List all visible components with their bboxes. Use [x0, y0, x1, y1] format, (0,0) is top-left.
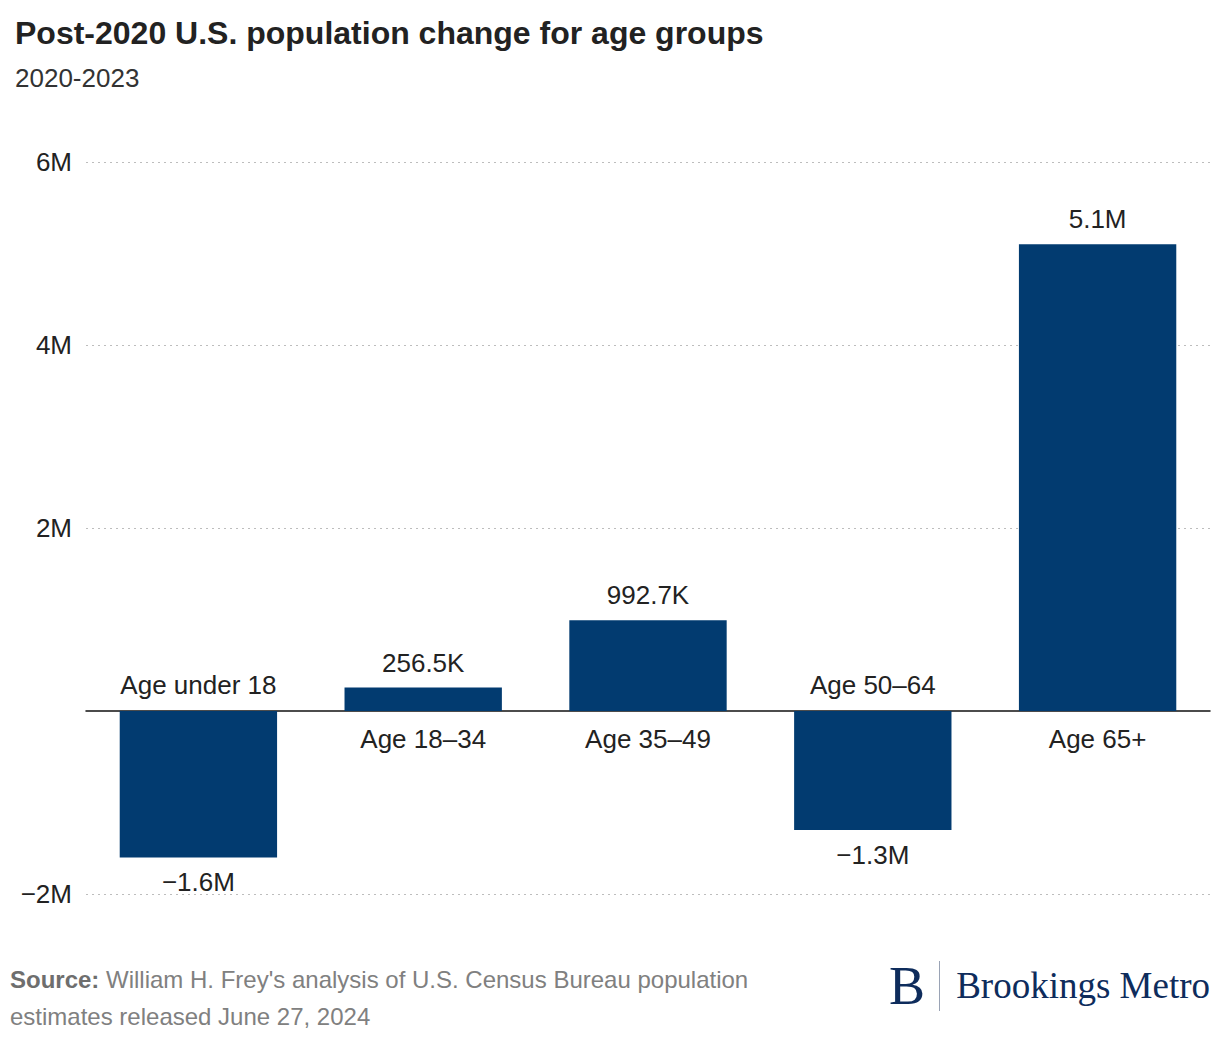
svg-text:2M: 2M	[36, 513, 72, 543]
html-text:Brookings Metro: Brookings Metro	[956, 965, 1210, 1006]
svg-text:−1.6M: −1.6M	[162, 867, 235, 897]
svg-text:Age 35–49: Age 35–49	[585, 724, 711, 754]
svg-text:Post-2020 U.S. population chan: Post-2020 U.S. population change for age…	[15, 15, 764, 51]
svg-text:−2M: −2M	[21, 879, 72, 909]
svg-text:5.1M: 5.1M	[1069, 204, 1127, 234]
svg-text:4M: 4M	[36, 330, 72, 360]
svg-text:992.7K: 992.7K	[607, 580, 690, 610]
svg-text:Age under 18: Age under 18	[120, 670, 276, 700]
svg-text:2020-2023: 2020-2023	[15, 63, 139, 93]
html-text:Source: William H. Frey's anal: Source: William H. Frey's analysis of U.…	[10, 966, 749, 1030]
svg-text:Age 50–64: Age 50–64	[810, 670, 936, 700]
svg-text:−1.3M: −1.3M	[836, 840, 909, 870]
svg-text:256.5K: 256.5K	[382, 648, 465, 678]
svg-text:Age 65+: Age 65+	[1049, 724, 1147, 754]
html-text:B: B	[889, 956, 926, 1016]
svg-text:Age 18–34: Age 18–34	[360, 724, 486, 754]
svg-text:6M: 6M	[36, 147, 72, 177]
